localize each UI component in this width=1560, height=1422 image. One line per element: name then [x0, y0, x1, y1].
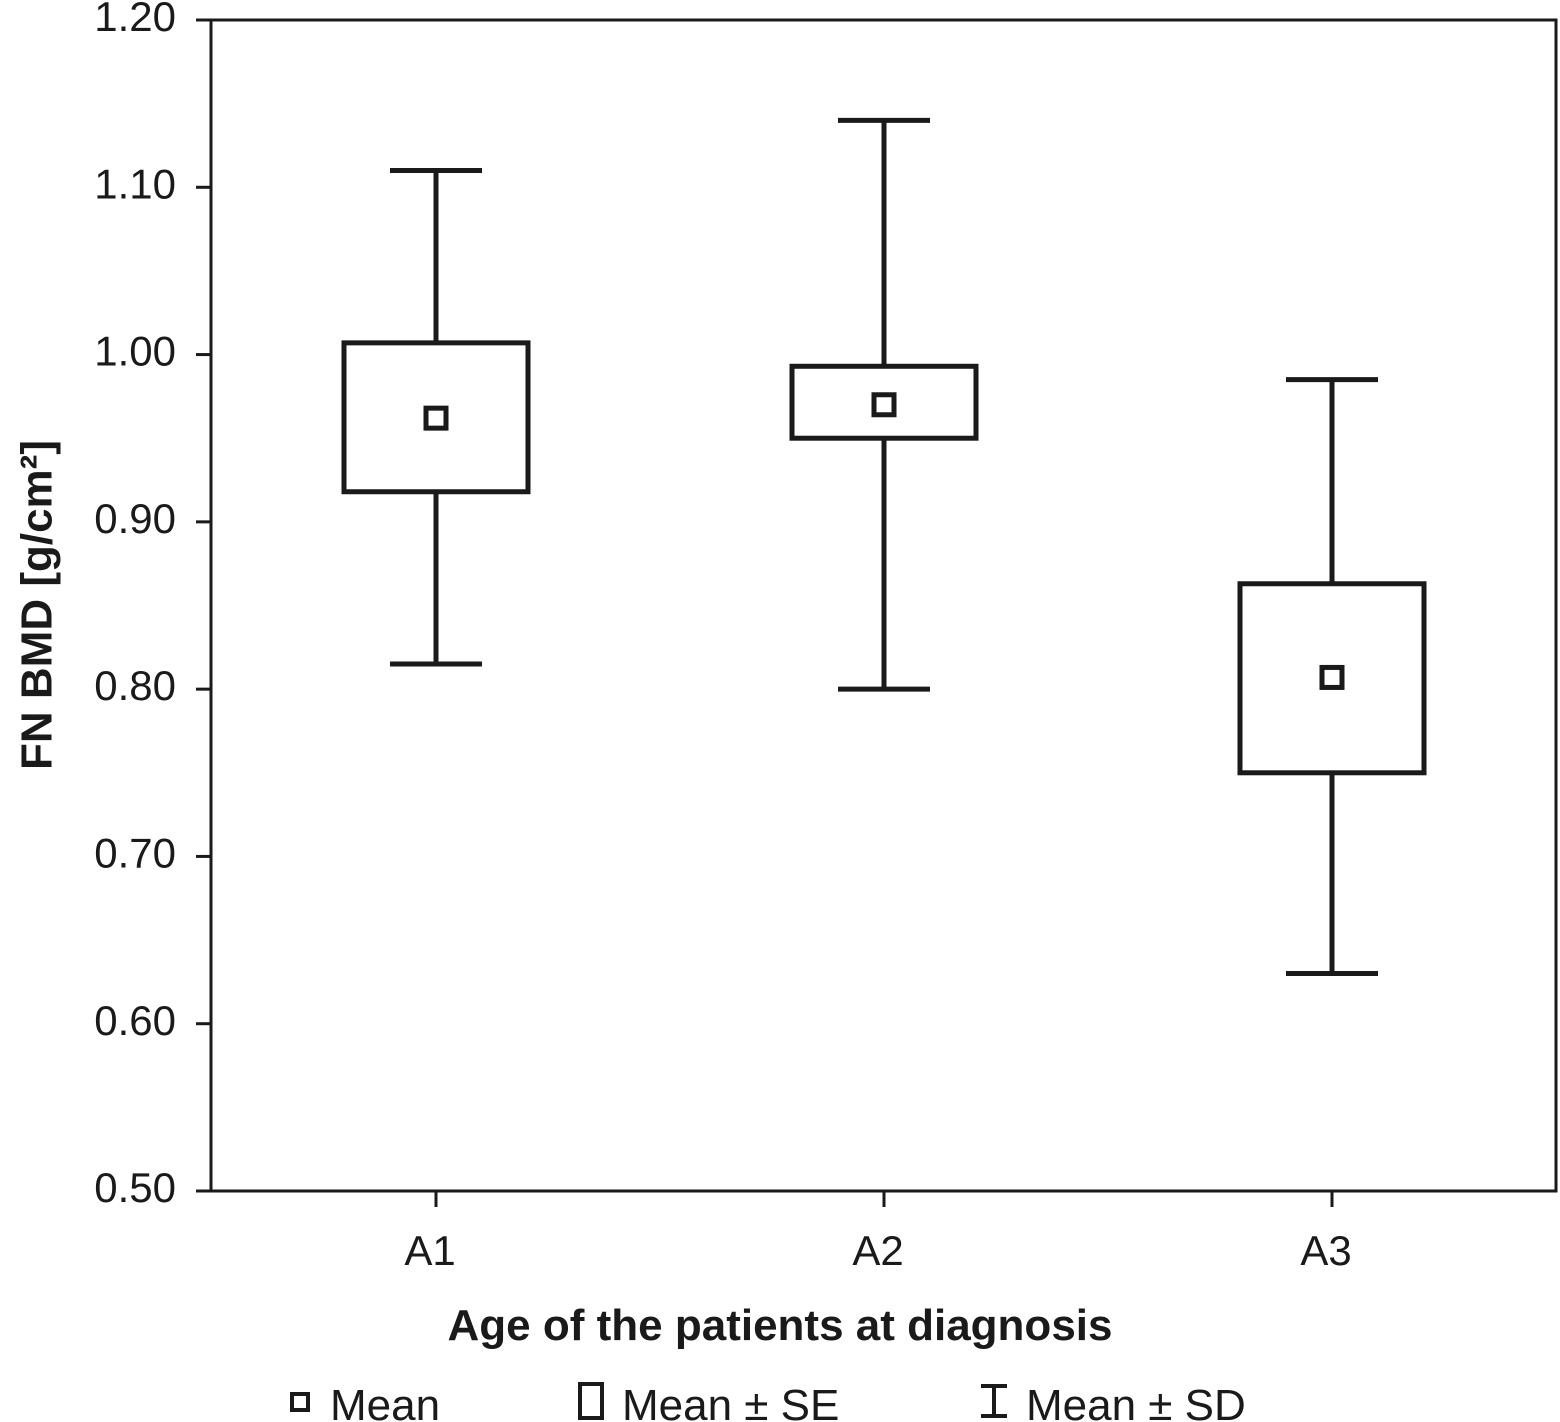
y-tick-label: 0.50	[94, 1164, 176, 1211]
y-tick-label: 0.60	[94, 997, 176, 1044]
box-group-A3	[1237, 377, 1427, 977]
y-tick-label: 1.10	[94, 160, 176, 207]
y-tick-label: 0.70	[94, 830, 176, 877]
x-tick-label: A3	[1300, 1227, 1351, 1274]
x-axis-title: Age of the patients at diagnosis	[448, 1301, 1113, 1350]
y-axis: 0.50 0.60 0.70 0.80 0.90 1.00 1.10 1.20	[94, 0, 211, 1211]
box-group-A1	[341, 168, 531, 667]
mean-marker	[871, 392, 897, 418]
y-tick-label: 0.80	[94, 662, 176, 709]
legend-se-icon	[578, 1382, 604, 1420]
mean-marker	[1319, 664, 1345, 690]
legend-sd-label: Mean ± SD	[1026, 1381, 1246, 1422]
y-tick-label: 0.90	[94, 495, 176, 542]
x-axis: A1 A2 A3	[404, 1191, 1352, 1274]
mean-marker	[423, 405, 449, 431]
legend-mean-icon	[290, 1392, 310, 1412]
y-axis-title: FN BMD [g/cm²]	[13, 440, 62, 770]
x-tick-label: A1	[404, 1227, 455, 1274]
y-tick-label: 1.00	[94, 328, 176, 375]
legend-se-label: Mean ± SE	[622, 1381, 839, 1422]
x-tick-label: A2	[852, 1227, 903, 1274]
legend: Mean Mean ± SE Mean ± SD	[290, 1381, 1246, 1422]
y-tick-label: 1.20	[94, 0, 176, 40]
box-group-A2	[789, 117, 979, 692]
legend-mean-label: Mean	[330, 1381, 440, 1422]
chart-marks	[341, 117, 1427, 977]
legend-sd-icon	[981, 1384, 1007, 1418]
